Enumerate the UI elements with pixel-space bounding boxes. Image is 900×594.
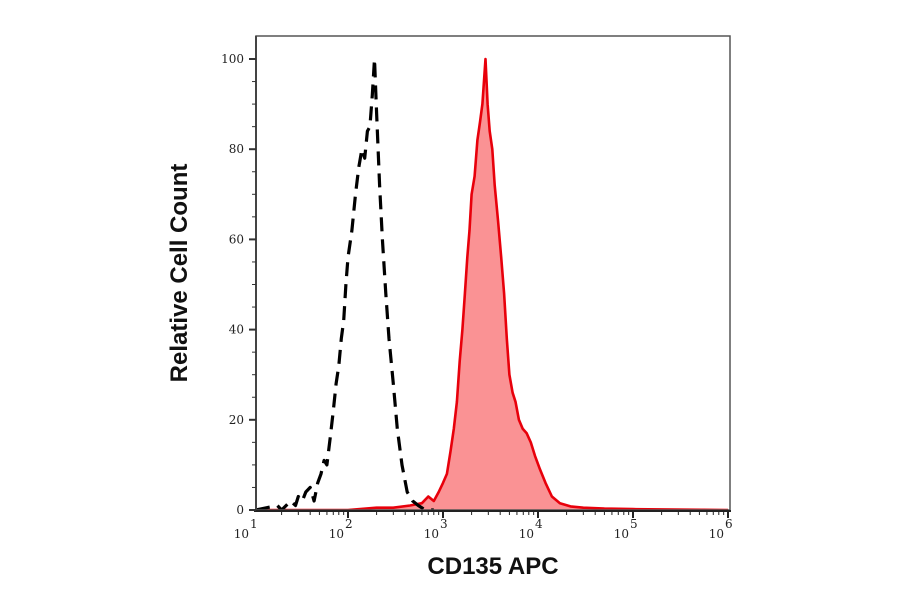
y-tick-label: 0: [236, 503, 244, 517]
x-tick-label: 10: [234, 527, 249, 541]
y-axis-ticks: 0 20 40 60 80 100: [221, 52, 256, 517]
x-tick-exponent: 2: [345, 517, 353, 531]
x-tick-label: 10: [329, 527, 344, 541]
x-tick-exponent: 5: [630, 517, 638, 531]
x-tick-exponent: 6: [725, 517, 733, 531]
y-tick-label: 80: [229, 142, 244, 156]
x-tick-label: 10: [614, 527, 629, 541]
x-tick-exponent: 4: [535, 517, 543, 531]
y-tick-label: 40: [229, 323, 244, 337]
x-axis-title: CD135 APC: [427, 553, 558, 580]
x-tick-label: 10: [709, 527, 724, 541]
series-layer: [255, 57, 729, 512]
y-tick-label: 20: [229, 413, 244, 427]
x-tick-exponent: 3: [440, 517, 448, 531]
y-tick-label: 60: [229, 232, 244, 246]
y-axis-title: Relative Cell Count: [166, 164, 193, 383]
x-tick-exponent: 1: [250, 517, 258, 531]
series-fill-cd135: [256, 59, 728, 510]
series-line-cd135: [256, 57, 729, 512]
x-tick-label: 10: [424, 527, 439, 541]
series-line-isotype-control: [255, 57, 434, 512]
x-tick-label: 10: [519, 527, 534, 541]
y-tick-label: 100: [221, 52, 244, 66]
